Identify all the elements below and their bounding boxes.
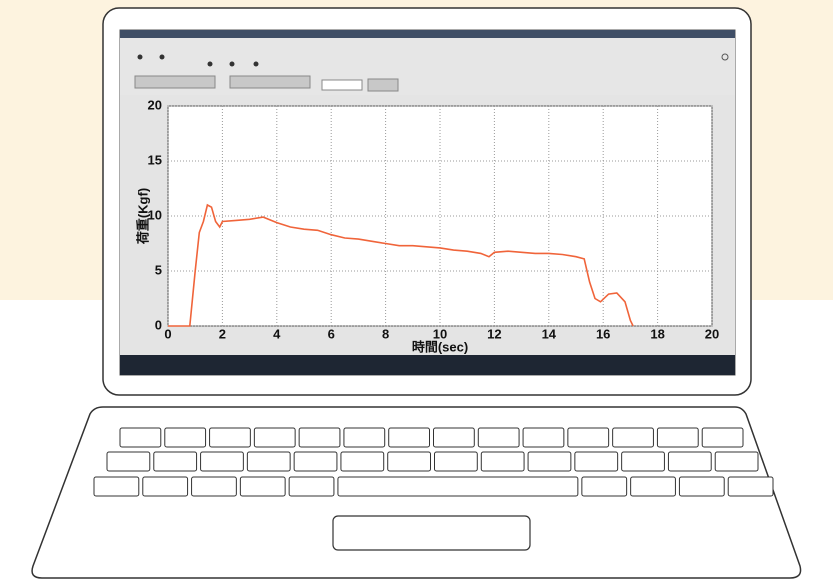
key [477, 427, 520, 448]
key [239, 476, 286, 497]
x-tick-label: 18 [650, 326, 664, 341]
key [567, 427, 610, 448]
key [701, 427, 744, 448]
key [93, 476, 140, 497]
key [667, 451, 712, 472]
y-tick-label: 20 [148, 97, 162, 112]
key [480, 451, 525, 472]
y-tick-label: 0 [155, 317, 162, 332]
key [340, 451, 385, 472]
x-tick-label: 12 [487, 326, 501, 341]
key [191, 476, 237, 497]
y-tick-label: 15 [148, 152, 162, 167]
title-bar [120, 30, 735, 38]
y-tick-label: 5 [155, 262, 162, 277]
key [522, 427, 565, 448]
key [246, 451, 291, 472]
x-axis-title: 時間(sec) [412, 339, 468, 354]
x-tick-label: 10 [433, 326, 447, 341]
radio[interactable] [253, 61, 259, 67]
key [153, 451, 198, 472]
toolbar [120, 38, 735, 95]
y-axis-title: 荷重(Kgf) [135, 188, 150, 245]
key [656, 427, 699, 448]
key [142, 476, 189, 497]
key [209, 427, 251, 448]
data-line [168, 203, 634, 327]
x-tick-label: 6 [328, 326, 335, 341]
x-tick-label: 0 [164, 326, 171, 341]
status-indicator [721, 53, 729, 61]
radio[interactable] [137, 54, 143, 60]
y-tick-label: 10 [148, 207, 162, 222]
key [119, 427, 162, 448]
touchpad [332, 515, 531, 551]
radio[interactable] [229, 61, 235, 67]
button[interactable] [229, 75, 311, 89]
key [293, 451, 338, 472]
input[interactable] [321, 79, 363, 91]
key [388, 427, 431, 448]
button[interactable] [134, 75, 216, 89]
key [434, 451, 478, 472]
x-tick-label: 4 [273, 326, 281, 341]
radio[interactable] [159, 54, 165, 60]
key [678, 476, 725, 497]
key [288, 476, 335, 497]
key [433, 427, 475, 448]
key [527, 451, 572, 472]
key [621, 451, 665, 472]
key [727, 476, 774, 497]
x-tick-label: 8 [382, 326, 389, 341]
key [714, 451, 759, 472]
key [164, 427, 207, 448]
key [581, 476, 628, 497]
key [630, 476, 676, 497]
x-tick-label: 16 [596, 326, 610, 341]
key [106, 451, 151, 472]
taskbar [120, 355, 735, 375]
key [298, 427, 341, 448]
radio[interactable] [207, 61, 213, 67]
key [387, 451, 432, 472]
button[interactable] [367, 78, 399, 92]
x-tick-label: 14 [542, 326, 557, 341]
key [253, 427, 296, 448]
x-tick-label: 2 [219, 326, 226, 341]
key [337, 476, 579, 497]
key [574, 451, 619, 472]
key [612, 427, 654, 448]
key [200, 451, 244, 472]
x-tick-label: 20 [705, 326, 719, 341]
key [343, 427, 386, 448]
